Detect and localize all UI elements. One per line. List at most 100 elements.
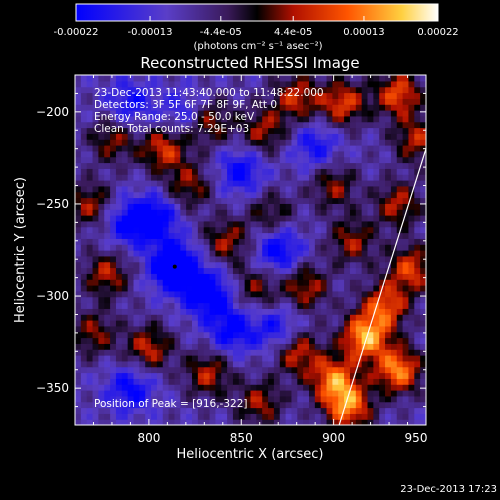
- heatmap-cell: [162, 401, 170, 409]
- heatmap-cell: [244, 232, 252, 239]
- heatmap-cell: [303, 407, 310, 414]
- heatmap-cell: [209, 150, 216, 158]
- heatmap-cell: [80, 150, 88, 158]
- heatmap-cell: [373, 279, 380, 286]
- heatmap-cell: [232, 92, 240, 99]
- heatmap-cell: [203, 279, 211, 286]
- heatmap-cell: [408, 325, 415, 333]
- heatmap-cell: [162, 86, 170, 94]
- heatmap-cell: [338, 150, 345, 158]
- heatmap-cell: [262, 168, 269, 175]
- heatmap-cell: [385, 407, 392, 414]
- heatmap-cell: [256, 220, 263, 228]
- heatmap-cell: [215, 378, 222, 385]
- heatmap-cell: [215, 302, 222, 309]
- heatmap-cell: [221, 320, 228, 327]
- heatmap-cell: [80, 296, 88, 304]
- heatmap-cell: [385, 80, 392, 88]
- heatmap-cell: [291, 139, 298, 146]
- heatmap-cell: [396, 104, 404, 111]
- heatmap-cell: [209, 145, 216, 152]
- heatmap-cell: [332, 395, 339, 403]
- heatmap-cell: [238, 384, 246, 391]
- heatmap-cell: [92, 366, 99, 374]
- heatmap-cell: [314, 98, 322, 105]
- heatmap-cell: [186, 349, 193, 356]
- heatmap-cell: [414, 80, 421, 88]
- heatmap-cell: [75, 279, 82, 286]
- heatmap-cell: [355, 215, 363, 222]
- heatmap-cell: [344, 209, 351, 216]
- heatmap-cell: [355, 150, 363, 158]
- heatmap-cell: [303, 360, 310, 368]
- heatmap-cell: [238, 121, 246, 129]
- heatmap-cell: [186, 255, 193, 263]
- heatmap-cell: [367, 395, 374, 403]
- heatmap-cell: [80, 331, 88, 339]
- heatmap-cell: [250, 261, 257, 269]
- heatmap-cell: [402, 261, 410, 269]
- heatmap-cell: [180, 355, 187, 362]
- heatmap-cell: [273, 191, 281, 199]
- heatmap-cell: [268, 378, 275, 385]
- heatmap-cell: [98, 290, 105, 298]
- heatmap-cell: [273, 232, 281, 239]
- heatmap-cell: [139, 360, 146, 368]
- heatmap-cell: [332, 220, 339, 228]
- heatmap-cell: [385, 220, 392, 228]
- heatmap-cell: [180, 308, 187, 315]
- heatmap-cell: [373, 419, 380, 425]
- heatmap-cell: [139, 203, 146, 210]
- colorbar-frame: [75, 3, 439, 22]
- heatmap-cell: [75, 115, 82, 123]
- heatmap-cell: [250, 320, 257, 327]
- heatmap-cell: [402, 331, 410, 339]
- heatmap-cell: [273, 220, 281, 228]
- heatmap-cell: [180, 75, 187, 82]
- heatmap-cell: [227, 343, 234, 350]
- heatmap-cell: [326, 180, 333, 187]
- heatmap-cell: [326, 378, 333, 385]
- heatmap-cell: [215, 366, 222, 374]
- heatmap-cell: [408, 343, 415, 350]
- heatmap-cell: [80, 145, 88, 152]
- heatmap-cell: [303, 110, 310, 117]
- heatmap-cell: [256, 407, 263, 414]
- heatmap-cell: [197, 191, 205, 199]
- heatmap-cell: [145, 197, 152, 204]
- heatmap-cell: [408, 331, 415, 339]
- heatmap-cell: [332, 98, 339, 105]
- heatmap-cell: [215, 80, 222, 88]
- heatmap-cell: [373, 314, 380, 321]
- heatmap-cell: [180, 360, 187, 368]
- heatmap-cell: [92, 384, 99, 391]
- heatmap-cell: [303, 156, 310, 164]
- heatmap-cell: [121, 407, 129, 414]
- heatmap-cell: [268, 139, 275, 146]
- heatmap-cell: [250, 413, 257, 420]
- heatmap-cell: [98, 215, 105, 222]
- heatmap-cell: [139, 320, 146, 327]
- heatmap-cell: [156, 197, 164, 204]
- heatmap-cell: [232, 203, 240, 210]
- heatmap-cell: [320, 75, 328, 82]
- heatmap-cell: [151, 98, 158, 105]
- heatmap-cell: [385, 209, 392, 216]
- heatmap-cell: [349, 290, 357, 298]
- heatmap-cell: [75, 232, 82, 239]
- heatmap-cell: [104, 232, 111, 239]
- heatmap-cell: [145, 215, 152, 222]
- heatmap-cell: [98, 168, 105, 175]
- heatmap-cell: [332, 343, 339, 350]
- heatmap-cell: [250, 401, 257, 409]
- heatmap-cell: [192, 255, 199, 263]
- heatmap-cell: [98, 92, 105, 99]
- heatmap-cell: [75, 395, 82, 403]
- heatmap-cell: [332, 168, 339, 175]
- heatmap-cell: [203, 180, 211, 187]
- heatmap-cell: [303, 232, 310, 239]
- heatmap-cell: [92, 191, 99, 199]
- heatmap-cell: [361, 349, 369, 356]
- heatmap-cell: [209, 220, 216, 228]
- heatmap-cell: [192, 407, 199, 414]
